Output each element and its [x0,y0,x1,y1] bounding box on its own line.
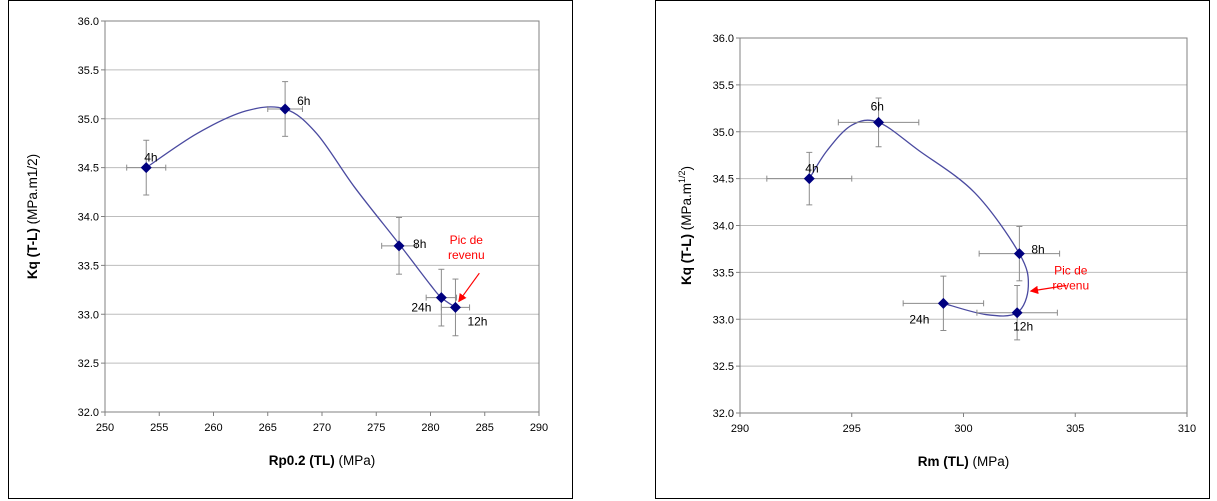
chart0-x-tick-label: 280 [421,422,439,434]
chart0-point-label: 12h [467,314,487,328]
chart0-y-axis-title-unit: (MPa.m1/2) [25,154,40,225]
chart-panel-left: 32.0 32.5 33.0 33.5 34.0 34.5 35.0 35.5 36.0 250 2… [8,0,573,499]
chart1-data-point-24h: 24h [902,275,985,331]
chart1-data-point-12h: 12h [976,285,1058,341]
chart1-y-tick-label: 32.5 [713,361,734,373]
chart1-y-tick-label: 34.5 [713,174,734,186]
chart0-point-label: 24h [411,301,431,315]
chart1-y-tick-label: 35.0 [713,127,734,139]
chart0-data-point-4h: 4h [126,139,167,196]
chart1-x-axis-title: Rm (TL) (MPa) [918,454,1010,469]
chart1-x-tick-label: 305 [1066,423,1084,435]
chart1-diamond-marker [937,297,949,309]
chart1-x-tick-label: 290 [731,423,749,435]
chart0-data-point-24h: 24h [411,268,458,327]
chart0-annotation-arrow [458,272,480,303]
chart0-annotation-line: Pic de [450,233,484,247]
chart0-y-tick-label: 36.0 [78,16,99,28]
chart0-y-tick-label: 33.5 [78,260,99,272]
chart1-x-tick-label: 300 [954,423,972,435]
chart0-data-point-8h: 8h [381,216,426,275]
chart0-y-tick-label: 33.0 [78,309,99,321]
chart0-y-tick-label: 35.0 [78,114,99,126]
chart1-diamond-marker [1011,307,1023,319]
chart1-point-label: 4h [805,162,818,176]
chart0-x-axis-title-unit: (MPa) [339,453,376,468]
chart0-y-tick-label: 32.5 [78,358,99,370]
chart0-x-tick-label: 270 [313,422,331,434]
chart0-x-tick-label: 265 [259,422,277,434]
chart1-y-axis-title-suffix: ) [679,166,694,171]
chart0-point-label: 4h [144,151,157,165]
chart1-y-tick-label: 36.0 [713,33,734,45]
chart1-annotation-text: Pic de revenu [1052,263,1089,292]
chart1-y-tick-label: 34.0 [713,221,734,233]
chart0-y-tick-label: 34.0 [78,212,99,224]
chart0-diamond-marker [279,103,291,115]
chart1-data-point-6h: 6h [837,97,920,148]
chart1-diamond-marker [1013,248,1025,260]
chart0-x-tick-label: 275 [367,422,385,434]
chart0-diamond-marker [393,240,405,252]
chart1-y-tick-label: 35.5 [713,80,734,92]
chart0-y-tick-label: 34.5 [78,163,99,175]
chart1-annotation-arrow [1029,284,1067,295]
chart0-y-tick-label: 32.0 [78,407,99,419]
chart1-data-point-8h: 8h [978,225,1061,282]
chart0-plot-area [104,20,540,413]
chart0-diamond-marker [449,301,461,313]
chart0-y-axis-title: Kq (T-L) (MPa.m1/2) [25,154,40,279]
chart1-diamond-marker [803,173,815,185]
chart0-x-axis-title-main: Rp0.2 (TL) [269,453,339,468]
chart1-y-axis-title: Kq (T-L) (MPa.m1/2) [677,166,694,285]
chart0-annotation-text: Pic de revenu [448,233,485,262]
chart0-point-label: 8h [413,237,426,251]
chart1-trend-curve [808,119,1030,317]
chart1-y-axis-title-main: Kq (T-L) [679,230,694,285]
chart1-y-tick-label: 32.0 [713,408,734,420]
chart1-x-tick-label: 310 [1178,423,1196,435]
chart1-point-label: 24h [909,312,929,326]
chart1-point-label: 6h [871,99,884,113]
chart0-y-axis-title-main: Kq (T-L) [25,224,40,279]
chart1-x-tick-label: 295 [843,423,861,435]
chart1-point-label: 8h [1031,243,1044,257]
chart0-diamond-marker [140,162,152,174]
chart1-y-tick-label: 33.0 [713,314,734,326]
chart0-y-tick-label: 35.5 [78,65,99,77]
chart0-annotation-line: revenu [448,248,485,262]
chart0-diamond-marker [435,292,447,304]
chart0-point-label: 6h [297,94,310,108]
chart-right-svg: 32.0 32.5 33.0 33.5 34.0 34.5 35.0 35.5 36.0 290 2… [677,33,1196,469]
chart0-x-tick-label: 285 [476,422,494,434]
chart-panel-right: 32.0 32.5 33.0 33.5 34.0 34.5 35.0 35.5 36.0 290 2… [655,0,1210,499]
chart1-x-axis-title-unit: (MPa) [973,454,1010,469]
chart1-annotation-line: revenu [1052,278,1089,292]
chart0-x-tick-label: 290 [530,422,548,434]
chart-left-svg: 32.0 32.5 33.0 33.5 34.0 34.5 35.0 35.5 36.0 250 2… [25,16,548,468]
chart1-data-point-4h: 4h [766,151,853,206]
chart1-diamond-marker [873,116,885,128]
chart1-y-tick-label: 33.5 [713,267,734,279]
chart0-data-point-6h: 6h [267,81,310,137]
chart1-y-axis-title-unit: (MPa.m [679,183,694,230]
chart1-point-label: 12h [1013,320,1033,334]
chart1-plot-area [739,37,1188,414]
chart1-y-axis-title-superscript: 1/2 [677,171,687,184]
chart0-x-axis-title: Rp0.2 (TL) (MPa) [269,453,376,468]
chart0-x-tick-label: 250 [96,422,114,434]
chart0-x-tick-label: 260 [204,422,222,434]
chart0-trend-curve [145,106,456,308]
chart1-x-axis-title-main: Rm (TL) [918,454,973,469]
chart1-annotation-line: Pic de [1054,263,1088,277]
chart0-data-point-12h: 12h [440,278,487,337]
chart0-x-tick-label: 255 [150,422,168,434]
